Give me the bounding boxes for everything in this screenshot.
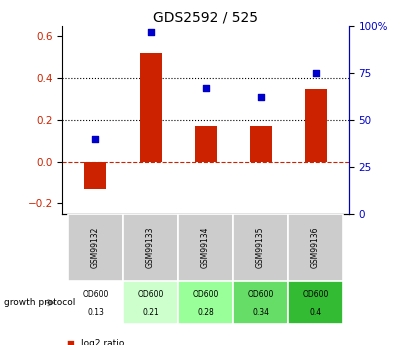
- Bar: [288, 214, 343, 281]
- Bar: [305, 89, 326, 162]
- Bar: [178, 281, 233, 324]
- Bar: [123, 281, 178, 324]
- Title: GDS2592 / 525: GDS2592 / 525: [153, 11, 258, 25]
- Bar: [85, 162, 106, 189]
- Text: 0.13: 0.13: [87, 308, 104, 317]
- Text: OD600: OD600: [302, 290, 329, 299]
- Text: 0.21: 0.21: [142, 308, 159, 317]
- Bar: [233, 281, 288, 324]
- Text: GSM99135: GSM99135: [256, 227, 265, 268]
- Bar: [178, 214, 233, 281]
- Text: OD600: OD600: [247, 290, 274, 299]
- Text: 0.28: 0.28: [197, 308, 214, 317]
- Text: OD600: OD600: [192, 290, 219, 299]
- Bar: [233, 214, 288, 281]
- Bar: [249, 126, 272, 162]
- Text: OD600: OD600: [137, 290, 164, 299]
- Bar: [123, 214, 178, 281]
- Text: growth protocol: growth protocol: [4, 298, 75, 307]
- Bar: [195, 126, 216, 162]
- Point: [258, 95, 264, 100]
- Bar: [68, 281, 123, 324]
- Bar: [288, 281, 343, 324]
- Bar: [68, 214, 123, 281]
- Text: GSM99132: GSM99132: [91, 227, 100, 268]
- Point: [92, 136, 99, 141]
- Text: ■: ■: [66, 339, 75, 345]
- Text: 0.34: 0.34: [252, 308, 269, 317]
- Bar: [139, 53, 162, 162]
- Text: GSM99133: GSM99133: [146, 227, 155, 268]
- Text: OD600: OD600: [82, 290, 109, 299]
- Text: GSM99136: GSM99136: [311, 227, 320, 268]
- Point: [312, 70, 319, 76]
- Point: [202, 85, 209, 91]
- Text: 0.4: 0.4: [310, 308, 322, 317]
- Text: log2 ratio: log2 ratio: [81, 339, 124, 345]
- Point: [147, 29, 154, 34]
- Text: GSM99134: GSM99134: [201, 227, 210, 268]
